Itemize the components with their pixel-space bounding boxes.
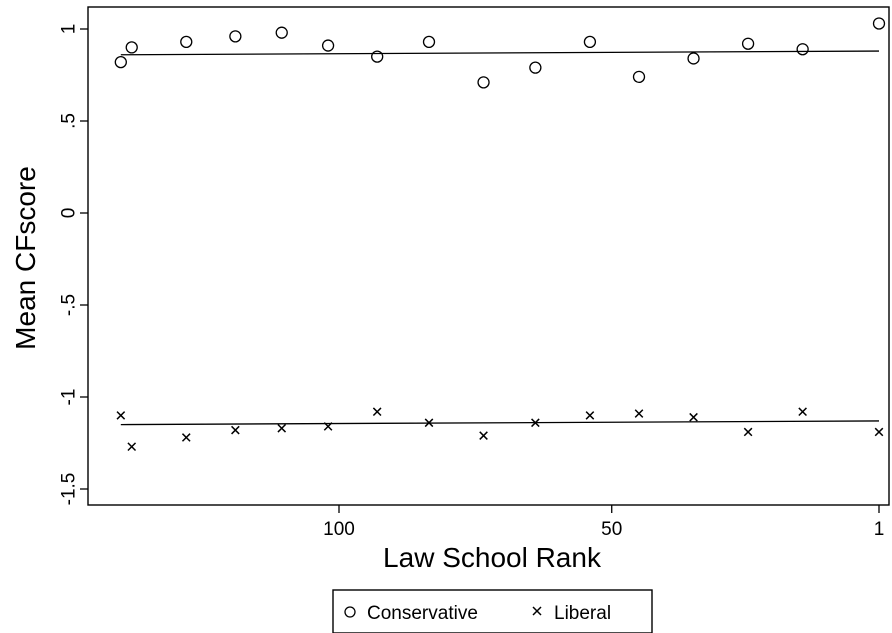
legend-conservative-label: Conservative bbox=[367, 603, 478, 624]
liberal-point bbox=[634, 409, 644, 418]
y-tick-label: 1 bbox=[59, 24, 80, 35]
liberal-point bbox=[479, 431, 488, 440]
y-tick-label: -1.5 bbox=[59, 473, 80, 506]
conservative-point bbox=[796, 43, 809, 56]
conservative-point bbox=[180, 35, 193, 49]
conservative-point bbox=[422, 35, 436, 49]
conservative-point bbox=[275, 26, 288, 39]
liberal-point bbox=[743, 427, 753, 437]
conservative-point bbox=[229, 30, 242, 43]
conservative-point bbox=[632, 70, 646, 83]
conservative-point bbox=[114, 55, 127, 69]
conservative-point bbox=[477, 76, 490, 89]
y-tick-label: -.5 bbox=[59, 294, 80, 316]
x-tick-label: 50 bbox=[601, 519, 622, 540]
conservative-fit-line bbox=[120, 50, 880, 56]
fit-lines bbox=[120, 50, 880, 426]
y-tick-label: .5 bbox=[59, 113, 80, 129]
x-axis-title: Law School Rank bbox=[383, 542, 602, 573]
data-points bbox=[114, 17, 886, 452]
conservative-point bbox=[872, 17, 886, 30]
liberal-point bbox=[424, 418, 434, 428]
liberal-point bbox=[231, 425, 240, 435]
liberal-point bbox=[585, 411, 595, 420]
liberal-point bbox=[689, 412, 698, 422]
conservative-point bbox=[583, 35, 597, 49]
conservative-point bbox=[371, 50, 384, 63]
legend-conservative-marker bbox=[344, 606, 356, 618]
y-tick-label: 0 bbox=[59, 208, 80, 219]
plot-frame bbox=[87, 6, 890, 506]
legend-liberal-label: Liberal bbox=[554, 603, 611, 624]
liberal-point bbox=[531, 418, 540, 428]
liberal-point bbox=[127, 442, 137, 452]
x-axis: 100 50 1 bbox=[323, 505, 884, 540]
liberal-point bbox=[277, 423, 287, 433]
conservative-point bbox=[741, 37, 755, 50]
liberal-point bbox=[372, 407, 382, 417]
conservative-point bbox=[321, 39, 335, 52]
y-axis: 1 .5 0 -.5 -1 -1.5 bbox=[59, 24, 88, 506]
liberal-point bbox=[116, 411, 126, 420]
conservative-point bbox=[529, 61, 542, 74]
conservative-point bbox=[687, 52, 700, 65]
liberal-point bbox=[798, 407, 807, 417]
liberal-point bbox=[181, 433, 191, 442]
x-tick-label: 1 bbox=[874, 519, 885, 540]
y-tick-label: -1 bbox=[59, 389, 80, 406]
legend-liberal-marker bbox=[532, 606, 542, 616]
liberal-point bbox=[323, 422, 333, 431]
legend: Conservative Liberal bbox=[332, 589, 653, 633]
y-axis-title: Mean CFscore bbox=[10, 166, 41, 350]
conservative-point bbox=[125, 41, 138, 54]
liberal-fit-line bbox=[120, 420, 880, 426]
liberal-point bbox=[874, 427, 884, 437]
x-tick-label: 100 bbox=[323, 519, 355, 540]
legend-box bbox=[332, 589, 653, 633]
